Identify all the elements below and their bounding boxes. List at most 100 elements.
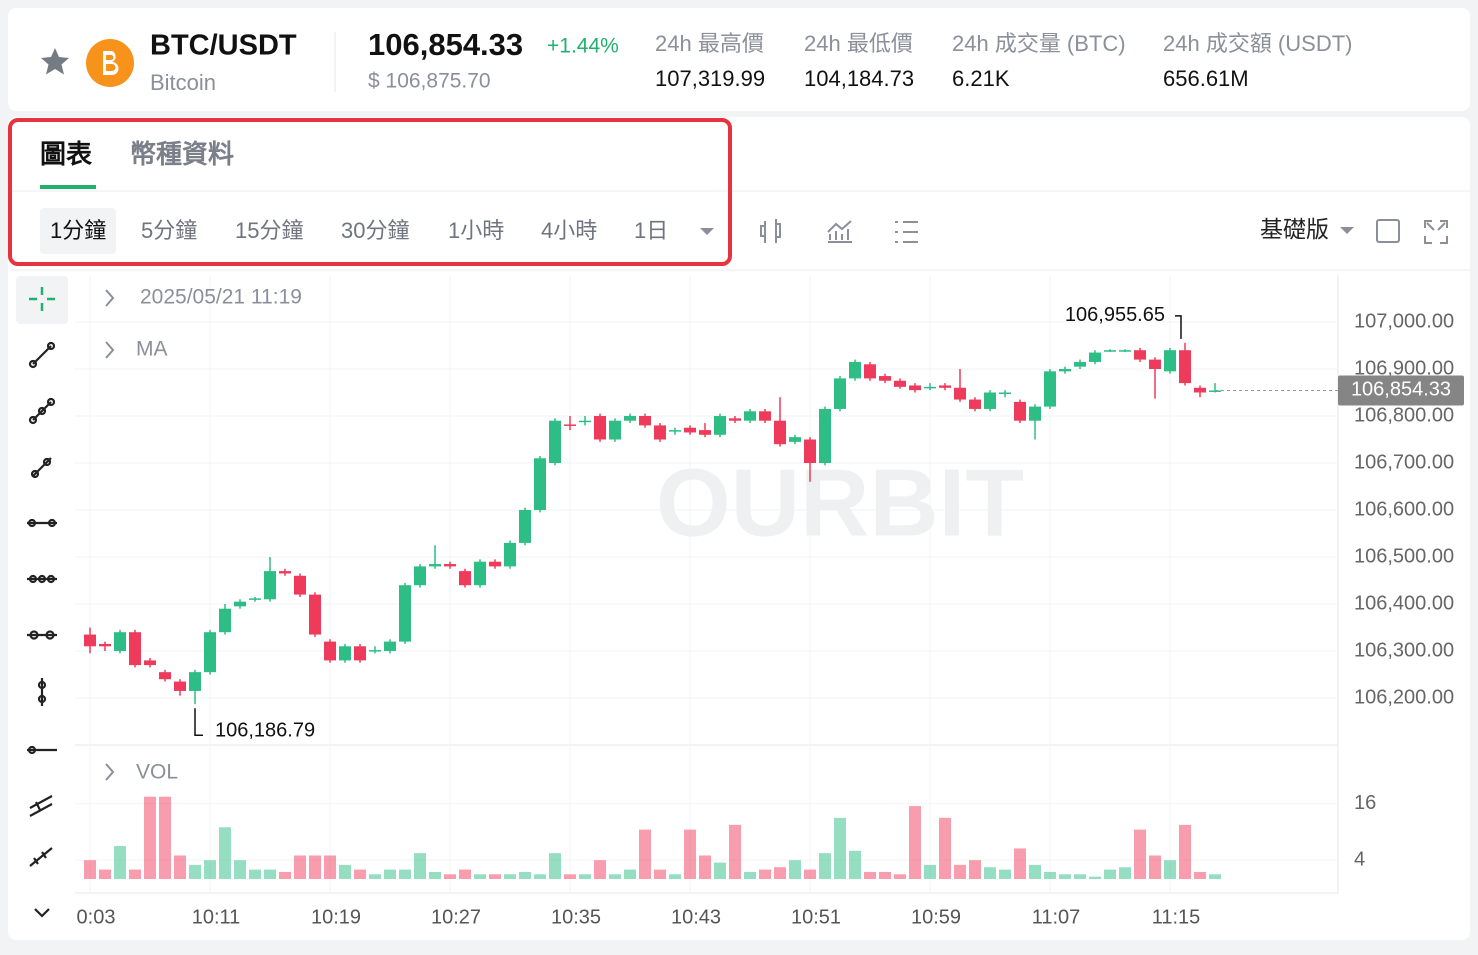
tool-dot [46, 341, 56, 351]
volume-bar [429, 871, 441, 879]
volume-bar [369, 874, 381, 879]
candle-body [564, 424, 576, 426]
annotation-label: 106,955.65 [1065, 304, 1165, 326]
favorite-star[interactable] [41, 48, 69, 75]
chart-card [8, 117, 1470, 940]
tool-dot [37, 406, 47, 416]
candle-body [1014, 401, 1026, 421]
candle-body [204, 632, 216, 673]
candle-body [969, 399, 981, 409]
candle-body [489, 561, 501, 567]
volume-bar [249, 869, 261, 879]
tool[interactable] [29, 795, 53, 817]
usd-price: $ 106,875.70 [368, 70, 491, 93]
plot [84, 315, 1338, 879]
last-price-tag [1338, 375, 1464, 406]
layout-icon[interactable] [1376, 219, 1400, 243]
x-tick-label: 11:07 [1032, 906, 1081, 928]
candle-body [924, 386, 936, 389]
collapse[interactable] [34, 908, 50, 918]
volume-bar [1089, 876, 1101, 879]
tab-underline [40, 185, 96, 189]
interval-dropdown[interactable] [700, 228, 714, 235]
intervals: 1分鐘 5分鐘 15分鐘 30分鐘 1小時 4小時 1日 [50, 218, 668, 243]
tool[interactable] [32, 401, 52, 421]
candle-body [324, 641, 336, 661]
tool[interactable] [32, 457, 52, 477]
volume-bar [849, 850, 861, 879]
stat-label: 24h 成交額 (USDT) [1163, 31, 1352, 56]
tool-dot [30, 469, 40, 479]
volume-bar [279, 871, 291, 879]
coin-name: Bitcoin [150, 70, 216, 95]
candle-body [1119, 350, 1131, 352]
tool-dot [27, 518, 37, 528]
x-tick-label: 10:51 [791, 906, 841, 928]
view-mode[interactable]: 基礎版 [1260, 216, 1329, 242]
tab[interactable]: 圖表 [40, 139, 93, 169]
volume-bar [1014, 848, 1026, 879]
volume-bar [969, 860, 981, 879]
interval[interactable]: 5分鐘 [141, 218, 197, 243]
tool-dot [27, 745, 37, 755]
tool[interactable] [32, 345, 52, 365]
volume-bar [1209, 874, 1221, 879]
expand[interactable] [105, 289, 115, 307]
interval[interactable]: 4小時 [541, 218, 597, 243]
volume-name: VOL [136, 761, 178, 784]
tool[interactable] [29, 847, 53, 867]
volume-bar [564, 874, 576, 879]
candle-body [279, 571, 291, 574]
tool-dot [28, 574, 38, 584]
candle-icon[interactable] [760, 219, 781, 243]
interval[interactable]: 1小時 [448, 218, 504, 243]
indicator-icon[interactable] [827, 220, 852, 243]
candle-body [594, 416, 606, 440]
y-tick-label: 107,000.00 [1354, 310, 1454, 332]
expand[interactable] [105, 763, 115, 781]
fullscreen-icon[interactable] [1424, 220, 1448, 244]
stat-label: 24h 成交量 (BTC) [952, 31, 1126, 56]
candle-body [129, 632, 141, 666]
volume-bar [504, 874, 516, 879]
view-dropdown[interactable] [1340, 227, 1354, 234]
interval[interactable]: 1日 [634, 218, 668, 243]
interval[interactable]: 30分鐘 [341, 218, 409, 243]
volume-bar [819, 853, 831, 879]
candle-body [774, 420, 786, 445]
volume-bar [474, 874, 486, 879]
volume-bar [114, 846, 126, 879]
y-tick-label: 106,900.00 [1354, 357, 1454, 379]
expand[interactable] [105, 341, 115, 359]
volume-bar [204, 860, 216, 879]
volume-bar [924, 864, 936, 879]
candle-body [339, 646, 351, 661]
annotation-label: 106,186.79 [215, 719, 315, 741]
annotation-arrow [1175, 315, 1182, 339]
y-tick-label: 4 [1354, 848, 1365, 870]
interval[interactable]: 1分鐘 [50, 218, 106, 243]
volume-bar [309, 855, 321, 879]
volume-bar [144, 796, 156, 879]
candle-body [474, 561, 486, 586]
tool-dot [37, 694, 47, 704]
candle-body [384, 641, 396, 651]
volume-bar [1149, 855, 1161, 879]
candle-body [504, 542, 516, 567]
volume-bar [549, 853, 561, 879]
candle-body [249, 598, 261, 600]
interval[interactable]: 15分鐘 [235, 218, 303, 243]
list-icon[interactable] [895, 221, 918, 243]
y-tick-label: 106,400.00 [1354, 592, 1454, 614]
candle-body [654, 425, 666, 440]
volume-bar [489, 874, 501, 879]
candle-body [174, 681, 186, 691]
candle-body [144, 660, 156, 666]
volume-bar [174, 855, 186, 879]
tab[interactable]: 幣種資料 [130, 139, 234, 169]
x-tick-label: 0:03 [77, 906, 116, 928]
price: 106,854.33 [368, 27, 523, 62]
x-tick-label: 10:27 [431, 906, 481, 928]
crosshair-icon[interactable] [29, 287, 55, 311]
